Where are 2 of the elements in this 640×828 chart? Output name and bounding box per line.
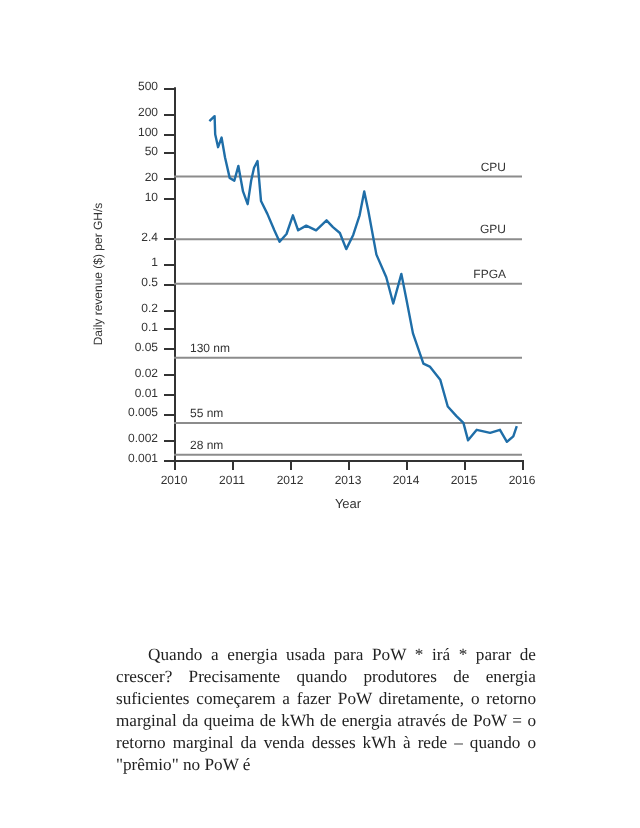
text: Quando a energia usada para PoW * irá * parar de crescer? Precisamente quando produtores de energia suficientes começarem a fazer PoW diretamente, o retorno marginal da queima de kWh de energia através de PoW = o retorno marginal da venda desses kWh à rede – quando o "prêmio" no PoW é <box>116 644 536 776</box>
line-series <box>208 114 518 443</box>
